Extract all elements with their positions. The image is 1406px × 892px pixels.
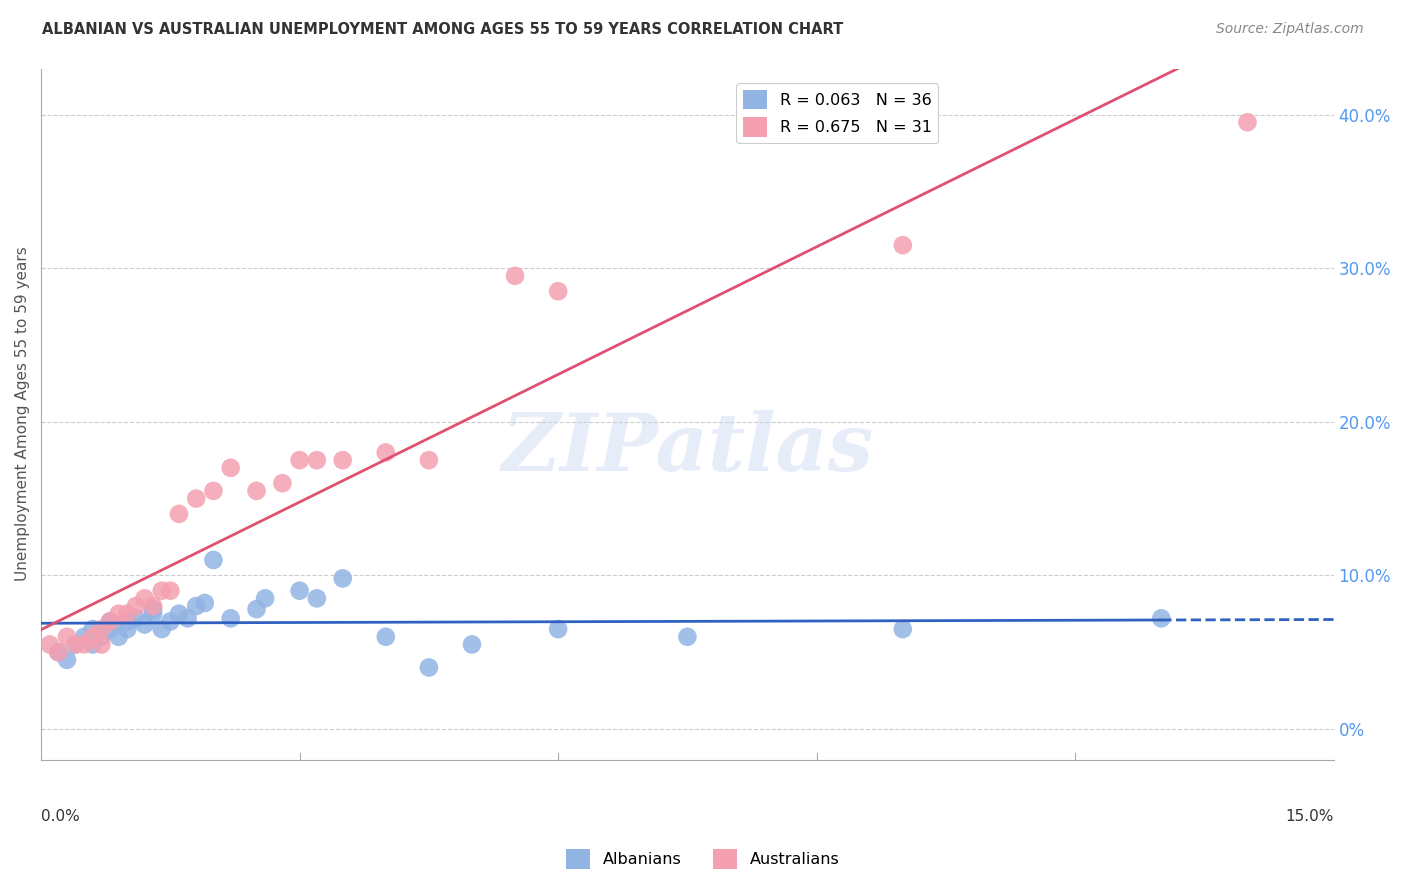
Point <box>73 630 96 644</box>
Point <box>202 553 225 567</box>
Point <box>142 599 165 613</box>
Point <box>1236 115 1258 129</box>
Point <box>305 591 328 606</box>
Point <box>167 607 190 621</box>
Text: Source: ZipAtlas.com: Source: ZipAtlas.com <box>1216 22 1364 37</box>
Point <box>117 607 139 621</box>
Point <box>288 583 311 598</box>
Point <box>245 483 267 498</box>
Point <box>219 611 242 625</box>
Point <box>186 491 208 506</box>
Text: 15.0%: 15.0% <box>1285 809 1334 824</box>
Text: 0.0%: 0.0% <box>41 809 80 824</box>
Point <box>194 596 217 610</box>
Point <box>56 630 79 644</box>
Text: ALBANIAN VS AUSTRALIAN UNEMPLOYMENT AMONG AGES 55 TO 59 YEARS CORRELATION CHART: ALBANIAN VS AUSTRALIAN UNEMPLOYMENT AMON… <box>42 22 844 37</box>
Point <box>82 637 104 651</box>
Point <box>82 622 104 636</box>
Point <box>125 599 148 613</box>
Point <box>73 637 96 651</box>
Point <box>46 645 69 659</box>
Point <box>461 637 484 651</box>
Point <box>65 637 87 651</box>
Point <box>117 615 139 629</box>
Point <box>1150 611 1173 625</box>
Point <box>159 615 181 629</box>
Point <box>117 622 139 636</box>
Point <box>176 611 198 625</box>
Point <box>142 602 165 616</box>
Point <box>547 622 569 636</box>
Y-axis label: Unemployment Among Ages 55 to 59 years: Unemployment Among Ages 55 to 59 years <box>15 247 30 582</box>
Point <box>271 476 294 491</box>
Point <box>38 637 60 651</box>
Point <box>98 615 121 629</box>
Point <box>332 571 354 585</box>
Point <box>142 607 165 621</box>
Point <box>305 453 328 467</box>
Point <box>891 238 914 252</box>
Point <box>891 622 914 636</box>
Point <box>159 583 181 598</box>
Point <box>107 607 129 621</box>
Point <box>547 284 569 298</box>
Point <box>676 630 699 644</box>
Legend: Albanians, Australians: Albanians, Australians <box>560 843 846 875</box>
Point <box>219 460 242 475</box>
Point <box>374 630 396 644</box>
Point <box>503 268 526 283</box>
Point <box>46 645 69 659</box>
Point <box>134 617 156 632</box>
Point <box>107 630 129 644</box>
Point <box>418 453 440 467</box>
Point <box>332 453 354 467</box>
Point <box>245 602 267 616</box>
Point <box>288 453 311 467</box>
Point <box>150 583 173 598</box>
Point <box>90 637 112 651</box>
Point <box>167 507 190 521</box>
Point <box>90 630 112 644</box>
Point <box>98 615 121 629</box>
Legend: R = 0.063   N = 36, R = 0.675   N = 31: R = 0.063 N = 36, R = 0.675 N = 31 <box>737 84 938 143</box>
Point <box>125 611 148 625</box>
Point <box>98 622 121 636</box>
Point <box>202 483 225 498</box>
Text: ZIPatlas: ZIPatlas <box>502 410 873 487</box>
Point <box>82 630 104 644</box>
Point <box>65 637 87 651</box>
Point <box>418 660 440 674</box>
Point <box>186 599 208 613</box>
Point <box>374 445 396 459</box>
Point <box>56 653 79 667</box>
Point <box>254 591 277 606</box>
Point <box>90 622 112 636</box>
Point <box>134 591 156 606</box>
Point <box>150 622 173 636</box>
